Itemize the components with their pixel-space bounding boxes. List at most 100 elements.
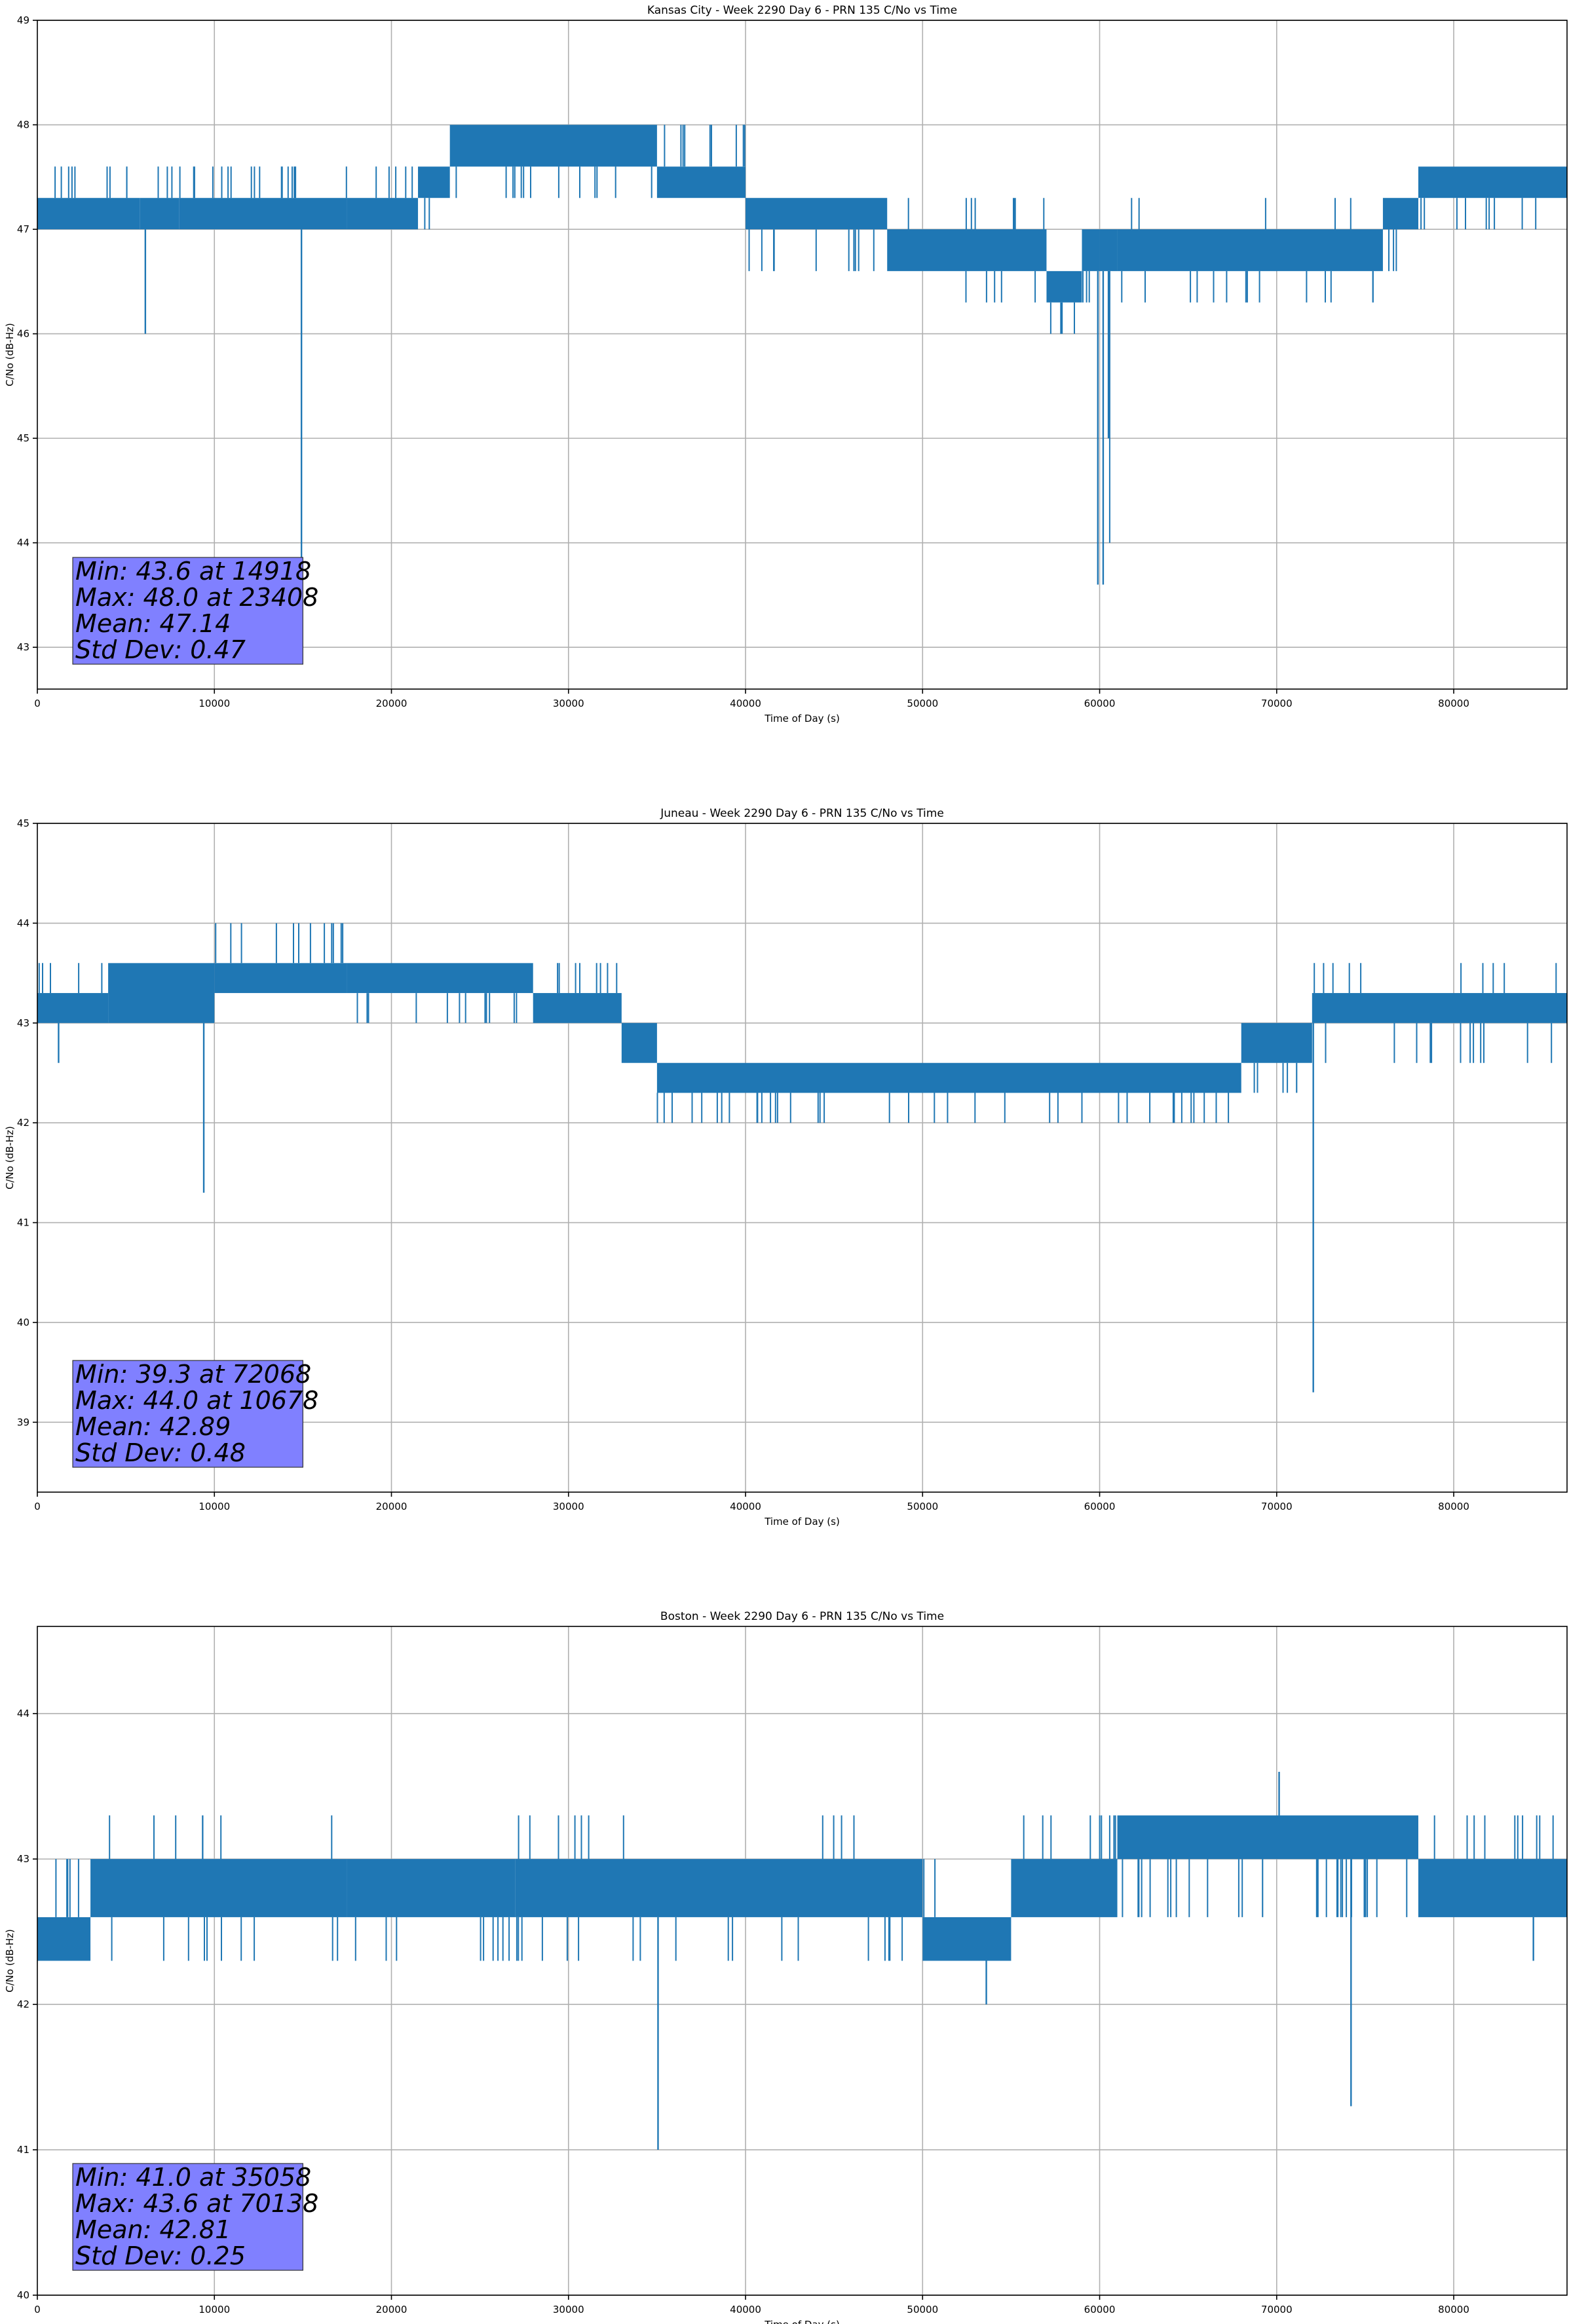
y-tick-label: 45 bbox=[17, 817, 29, 829]
signal-spikes bbox=[1314, 963, 1557, 1063]
x-tick-label: 10000 bbox=[198, 2304, 230, 2315]
signal-band bbox=[1312, 993, 1567, 1023]
signal-band bbox=[90, 1859, 347, 1917]
stats-line: Max: 48.0 at 23408 bbox=[75, 583, 318, 612]
x-tick-label: 10000 bbox=[198, 1501, 230, 1512]
signal-band bbox=[418, 166, 450, 198]
signal-band bbox=[1117, 229, 1383, 271]
x-axis-label: Time of Day (s) bbox=[764, 2319, 840, 2324]
juneau-chart: 0 10000 20000 30000 40000 50000 60000 70000 8000… bbox=[4, 807, 1568, 1527]
signal-band bbox=[179, 198, 347, 230]
series-cno bbox=[37, 124, 1567, 585]
signal-band bbox=[214, 963, 347, 994]
signal-band bbox=[37, 198, 140, 230]
signal-spikes bbox=[1388, 229, 1397, 271]
signal-band bbox=[347, 1859, 516, 1917]
y-tick-label: 44 bbox=[17, 917, 29, 929]
stats-line: Mean: 47.14 bbox=[75, 609, 231, 638]
stats-line: Mean: 42.81 bbox=[75, 2215, 231, 2244]
axes-frame bbox=[37, 1626, 1568, 2296]
x-axis-label: Time of Day (s) bbox=[764, 1516, 840, 1527]
signal-band bbox=[1241, 1022, 1312, 1063]
signal-spikes bbox=[1082, 271, 1090, 303]
signal-band bbox=[37, 993, 109, 1023]
y-tick-label: 42 bbox=[17, 1998, 29, 2010]
signal-spikes bbox=[109, 1815, 339, 1961]
stats-line: Min: 41.0 at 35058 bbox=[75, 2163, 311, 2192]
signal-spikes bbox=[923, 1859, 936, 1917]
signal-spikes bbox=[1121, 198, 1374, 303]
signal-band bbox=[656, 1062, 1241, 1093]
y-tick-label: 47 bbox=[17, 223, 29, 235]
y-tick-label: 42 bbox=[17, 1117, 29, 1129]
y-axis-label: C/No (dB-Hz) bbox=[4, 1126, 16, 1190]
x-tick-label: 30000 bbox=[553, 2304, 584, 2315]
signal-band bbox=[515, 1859, 923, 1917]
signal-spikes bbox=[656, 1093, 1230, 1123]
signal-band bbox=[887, 229, 1047, 271]
signal-band bbox=[1046, 271, 1082, 303]
x-tick-label: 80000 bbox=[1438, 2304, 1469, 2315]
signal-spikes bbox=[664, 124, 746, 167]
signal-spikes bbox=[354, 1917, 510, 1961]
signal-spikes bbox=[179, 166, 347, 198]
y-tick-label: 41 bbox=[17, 1217, 29, 1229]
y-tick-label: 41 bbox=[17, 2144, 29, 2156]
signal-band bbox=[1418, 1859, 1567, 1917]
signal-band bbox=[621, 1022, 657, 1063]
signal-band bbox=[1011, 1859, 1118, 1917]
stats-box bbox=[72, 1360, 303, 1468]
signal-spikes bbox=[1433, 1815, 1554, 1860]
signal-spikes bbox=[557, 963, 618, 994]
x-tick-label: 20000 bbox=[376, 698, 407, 709]
signal-spikes bbox=[1049, 302, 1075, 334]
signal-band bbox=[1382, 198, 1418, 230]
signal-spikes bbox=[424, 198, 430, 230]
x-tick-label: 70000 bbox=[1261, 1501, 1293, 1512]
signal-band bbox=[140, 198, 180, 230]
stats-line: Min: 43.6 at 14918 bbox=[75, 557, 311, 586]
y-axis-label: C/No (dB-Hz) bbox=[4, 1929, 16, 1993]
chart-title: Boston - Week 2290 Day 6 - PRN 135 C/No … bbox=[660, 1610, 944, 1623]
x-tick-label: 20000 bbox=[376, 2304, 407, 2315]
x-tick-label: 60000 bbox=[1084, 1501, 1116, 1512]
stats-line: Min: 39.3 at 72068 bbox=[75, 1360, 311, 1389]
x-tick-label: 60000 bbox=[1084, 698, 1116, 709]
stats-line: Max: 43.6 at 70138 bbox=[75, 2189, 318, 2218]
x-tick-label: 60000 bbox=[1084, 2304, 1116, 2315]
signal-band bbox=[656, 166, 746, 198]
signal-spikes bbox=[907, 198, 1045, 303]
stats-line: Std Dev: 0.25 bbox=[75, 2241, 246, 2270]
signal-spikes bbox=[375, 166, 413, 198]
signal-band bbox=[1082, 229, 1100, 271]
x-tick-label: 50000 bbox=[907, 2304, 938, 2315]
y-tick-label: 43 bbox=[17, 641, 29, 653]
x-tick-label: 70000 bbox=[1261, 2304, 1293, 2315]
axes-frame bbox=[37, 823, 1568, 1493]
signal-spikes bbox=[356, 993, 518, 1023]
x-tick-label: 50000 bbox=[907, 1501, 938, 1512]
signal-band bbox=[922, 1917, 1011, 1961]
y-tick-label: 46 bbox=[17, 328, 29, 340]
y-tick-label: 45 bbox=[17, 432, 29, 444]
stats-line: Max: 44.0 at 10678 bbox=[75, 1386, 318, 1415]
x-tick-label: 70000 bbox=[1261, 698, 1293, 709]
signal-band bbox=[746, 198, 888, 230]
x-tick-label: 20000 bbox=[376, 1501, 407, 1512]
series-cno bbox=[37, 923, 1567, 1393]
signal-spikes bbox=[455, 166, 652, 198]
signal-spikes bbox=[54, 166, 128, 198]
y-tick-label: 44 bbox=[17, 1708, 29, 1719]
chart-title: Juneau - Week 2290 Day 6 - PRN 135 C/No … bbox=[660, 807, 944, 820]
signal-band bbox=[1099, 229, 1118, 271]
y-tick-label: 40 bbox=[17, 1317, 29, 1328]
x-tick-label: 30000 bbox=[553, 698, 584, 709]
y-tick-label: 48 bbox=[17, 119, 29, 131]
signal-band bbox=[347, 963, 533, 994]
signal-spikes bbox=[1023, 1815, 1116, 1860]
signal-spikes bbox=[55, 1859, 79, 1917]
stats-box bbox=[72, 557, 303, 665]
x-tick-label: 0 bbox=[34, 1501, 41, 1512]
stats-line: Mean: 42.89 bbox=[75, 1412, 231, 1441]
